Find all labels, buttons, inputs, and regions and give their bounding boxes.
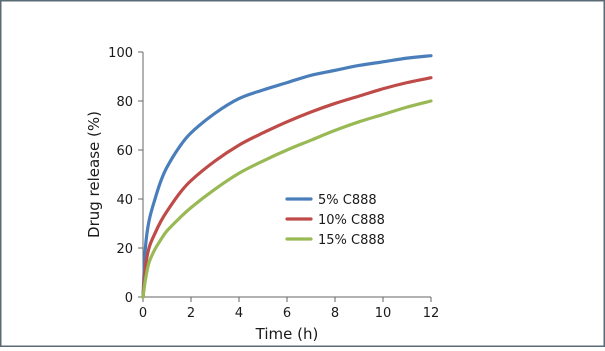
y-tick-label: 0 xyxy=(125,291,133,306)
x-tick-label: 8 xyxy=(331,306,339,321)
legend: 5% C888 10% C888 15% C888 xyxy=(285,193,385,248)
x-tick-label: 12 xyxy=(423,306,440,321)
y-tick-label: 40 xyxy=(116,193,133,208)
series-line-1 xyxy=(141,54,433,299)
axes: 0 20 40 60 80 100 0 2 4 6 8 10 12 xyxy=(108,46,439,321)
x-ticks: 0 2 4 6 8 10 12 xyxy=(139,297,439,321)
y-axis-label: Drug release (%) xyxy=(85,111,103,238)
series-lines xyxy=(141,54,433,299)
y-ticks: 0 20 40 60 80 100 xyxy=(108,46,143,306)
x-tick-label: 6 xyxy=(283,306,291,321)
legend-label: 15% C888 xyxy=(318,233,385,248)
series-line-2 xyxy=(141,76,433,299)
x-tick-label: 2 xyxy=(187,306,195,321)
legend-label: 10% C888 xyxy=(318,213,385,228)
x-tick-label: 0 xyxy=(139,306,147,321)
legend-label: 5% C888 xyxy=(318,193,377,208)
x-tick-label: 10 xyxy=(375,306,392,321)
y-tick-label: 100 xyxy=(108,46,133,61)
y-tick-label: 20 xyxy=(116,242,133,257)
series-line-3 xyxy=(141,99,433,299)
y-tick-label: 60 xyxy=(116,144,133,159)
x-tick-label: 4 xyxy=(235,306,243,321)
x-axis-label: Time (h) xyxy=(255,325,319,343)
y-tick-label: 80 xyxy=(116,95,133,110)
